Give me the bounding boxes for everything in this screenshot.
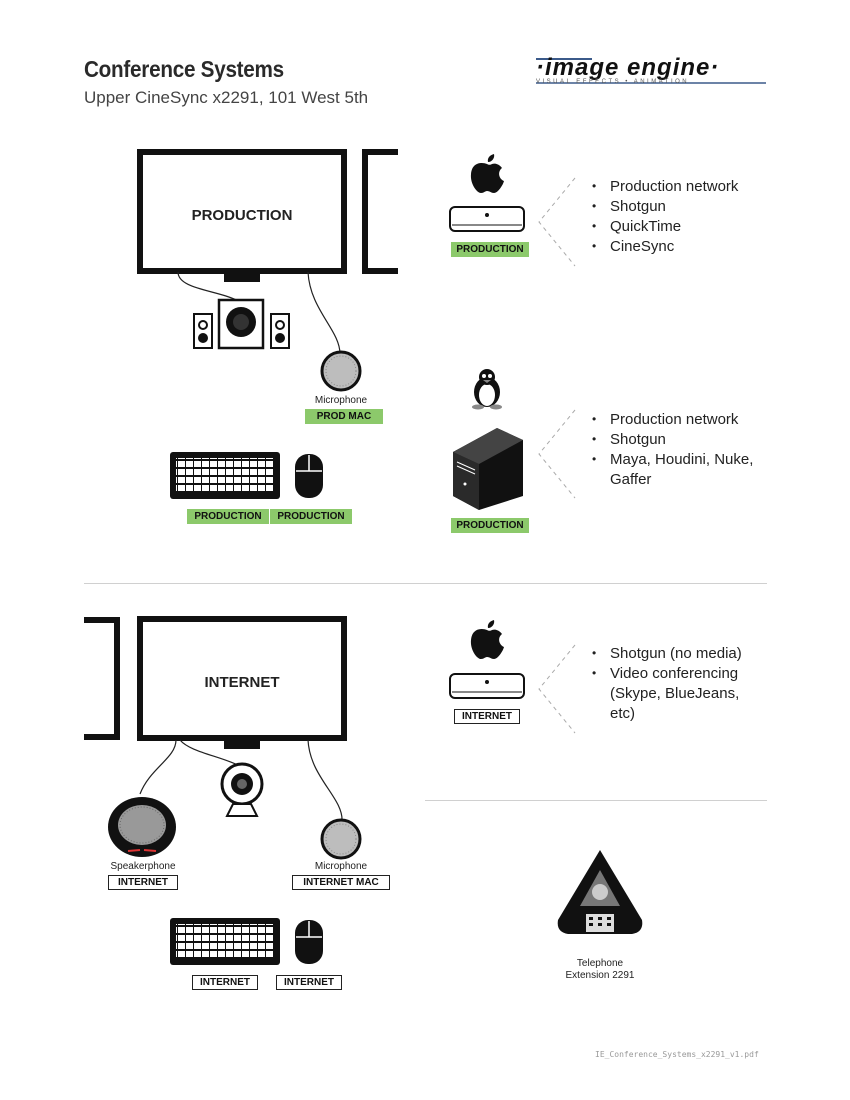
footer-filename: IE_Conference_Systems_x2291_v1.pdf xyxy=(595,1050,759,1059)
bullet-text: Gaffer xyxy=(610,471,652,488)
production-keyboard-icon xyxy=(170,452,280,499)
internet-monitor: INTERNET xyxy=(137,616,347,741)
production-microphone-tag: PROD MAC xyxy=(305,409,383,424)
bullet-text: (Skype, BlueJeans, xyxy=(610,685,740,702)
production-cables-icon xyxy=(177,271,341,355)
production-monitor: PRODUCTION xyxy=(137,149,347,274)
telephone-extension-caption: Extension 2291 xyxy=(565,970,635,981)
internet-microphone-icon xyxy=(320,818,362,860)
internet-monitor-label: INTERNET xyxy=(204,674,280,691)
internet-monitor-stand xyxy=(224,741,260,749)
telephone-caption: Telephone xyxy=(576,958,624,969)
speakerphone-icon xyxy=(108,797,176,857)
production-mac-tag: PRODUCTION xyxy=(451,242,529,257)
internet-mouse-tag: INTERNET xyxy=(276,975,342,990)
internet-keyboard-tag: INTERNET xyxy=(192,975,258,990)
logo-underline-icon xyxy=(536,58,766,84)
speakerphone-tag: INTERNET xyxy=(108,875,178,890)
production-mac-bracket-icon xyxy=(538,177,576,267)
internet-microphone-caption: Microphone xyxy=(314,861,368,872)
internet-mac-bullet-list: Shotgun (no media) Video conferencing (S… xyxy=(590,643,742,724)
webcam-icon xyxy=(220,762,264,817)
production-keyboard-tag: PRODUCTION xyxy=(187,509,269,524)
production-mouse-tag: PRODUCTION xyxy=(270,509,352,524)
internet-microphone-tag: INTERNET MAC xyxy=(292,875,390,890)
logo-tagline: VISUAL EFFECTS • ANIMATION xyxy=(536,79,690,85)
page-title: Conference Systems xyxy=(84,56,284,82)
internet-mac-bracket-icon xyxy=(538,644,576,734)
bullet-item: Shotgun xyxy=(590,429,753,450)
production-mac-bullet-list: Production network Shotgun QuickTime Cin… xyxy=(590,176,738,257)
bullet-text: etc) xyxy=(610,705,636,722)
bullet-item: Shotgun xyxy=(590,196,738,217)
section-divider xyxy=(84,583,767,584)
company-logo: ·image engine· xyxy=(536,54,720,81)
production-mouse-icon xyxy=(295,454,323,498)
linux-tux-icon xyxy=(472,369,502,410)
internet-mac-mini-icon xyxy=(449,673,525,699)
bullet-item: Shotgun (no media) xyxy=(590,643,742,664)
production-microphone-icon xyxy=(320,350,362,392)
production-linux-tower-icon xyxy=(453,428,523,510)
telephone-divider xyxy=(425,800,767,801)
production-linux-bracket-icon xyxy=(538,409,576,499)
bullet-item: Production network xyxy=(590,176,738,197)
production-linux-tag: PRODUCTION xyxy=(451,518,529,533)
bullet-item-continued: (Skype, BlueJeans, xyxy=(590,684,742,704)
bullet-item: Maya, Houdini, Nuke, xyxy=(590,449,753,470)
production-second-monitor xyxy=(362,149,398,274)
production-mac-mini-icon xyxy=(449,206,525,232)
internet-mouse-icon xyxy=(295,920,323,964)
production-monitor-label: PRODUCTION xyxy=(191,207,293,224)
internet-keyboard-icon xyxy=(170,918,280,965)
bullet-item: Video conferencing xyxy=(590,663,742,684)
page-subtitle: Upper CineSync x2291, 101 West 5th xyxy=(84,88,369,107)
bullet-item-continued: Gaffer xyxy=(590,470,753,490)
conference-telephone-icon xyxy=(557,850,643,934)
internet-mac-tag: INTERNET xyxy=(454,709,520,724)
internet-second-monitor xyxy=(84,617,120,740)
apple-icon xyxy=(470,154,504,193)
production-microphone-caption: Microphone xyxy=(314,395,368,406)
bullet-item: CineSync xyxy=(590,236,738,257)
apple-icon xyxy=(470,620,504,659)
bullet-item: QuickTime xyxy=(590,216,738,237)
bullet-item: Production network xyxy=(590,409,753,430)
production-monitor-stand xyxy=(224,274,260,282)
speakerphone-caption: Speakerphone xyxy=(110,861,176,872)
production-linux-bullet-list: Production network Shotgun Maya, Houdini… xyxy=(590,409,753,490)
speaker-system-icon xyxy=(193,298,290,350)
internet-cables-icon xyxy=(139,739,343,823)
bullet-item-continued: etc) xyxy=(590,704,742,724)
